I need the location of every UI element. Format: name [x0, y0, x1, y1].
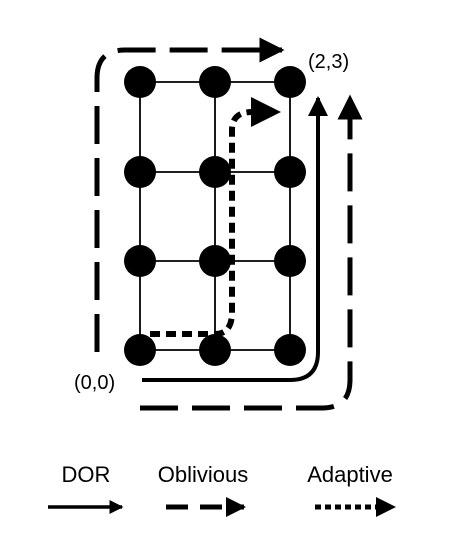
legend-label-oblivious: Oblivious	[158, 462, 248, 487]
router-node	[274, 156, 306, 188]
legend-label-adaptive: Adaptive	[307, 462, 393, 487]
router-node	[274, 334, 306, 366]
router-node	[199, 156, 231, 188]
router-node	[124, 334, 156, 366]
origin-label: (0,0)	[74, 372, 115, 394]
router-node	[274, 245, 306, 277]
router-node	[199, 66, 231, 98]
oblivious-route-west-top-path	[94, 37, 285, 352]
destination-label: (2,3)	[308, 51, 349, 73]
router-node	[199, 334, 231, 366]
legend-label-dor: DOR	[62, 462, 111, 487]
oblivious-route-bottom-east-path	[140, 94, 363, 411]
adaptive-route-path	[150, 97, 281, 337]
router-node	[274, 66, 306, 98]
router-node	[124, 66, 156, 98]
mesh-routers	[124, 66, 306, 366]
dor-route-path	[142, 96, 328, 382]
router-node	[124, 245, 156, 277]
mesh-links	[139, 81, 291, 351]
legend: DOR Oblivious Adaptive	[48, 462, 396, 517]
router-node	[199, 245, 231, 277]
router-node	[124, 156, 156, 188]
